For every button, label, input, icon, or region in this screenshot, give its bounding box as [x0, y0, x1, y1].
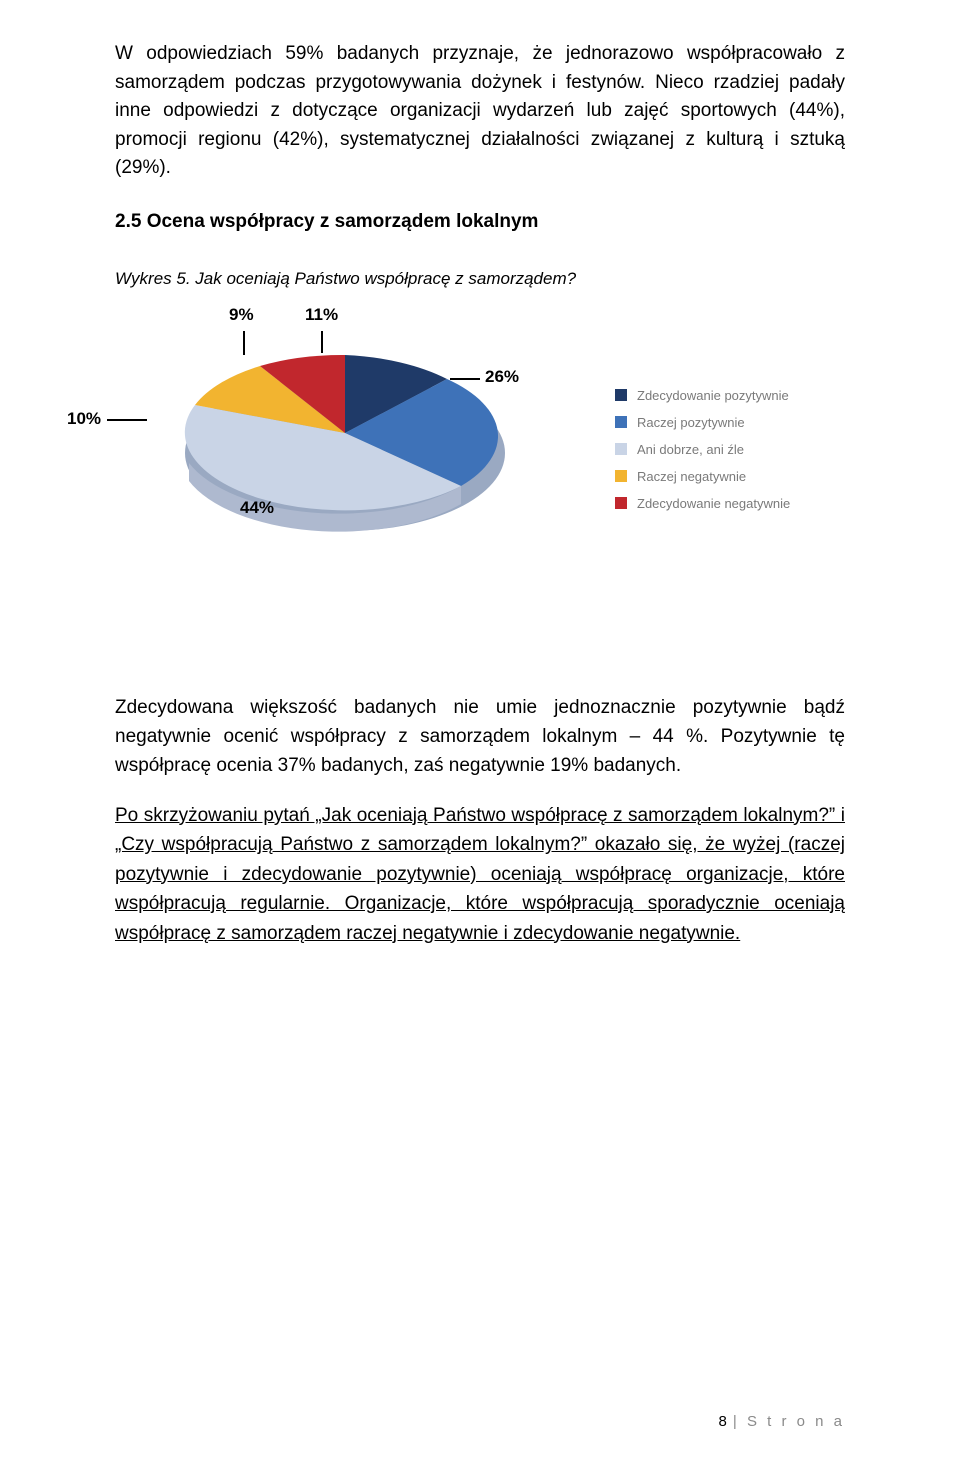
pie-label-44: 44%: [240, 498, 274, 518]
legend-swatch: [615, 389, 627, 401]
legend-swatch: [615, 443, 627, 455]
pie-svg: [155, 323, 535, 553]
legend-item: Raczej pozytywnie: [615, 415, 835, 430]
pie-label-9: 9%: [229, 305, 254, 325]
pie-label-10: 10%: [67, 409, 101, 429]
pie-legend: Zdecydowanie pozytywnie Raczej pozytywni…: [615, 388, 835, 523]
legend-item: Zdecydowanie pozytywnie: [615, 388, 835, 403]
page-footer: 8 | S t r o n a: [719, 1413, 845, 1430]
legend-label: Raczej pozytywnie: [637, 415, 745, 430]
page-number: 8: [719, 1413, 727, 1430]
tick-26: [450, 378, 480, 380]
legend-swatch: [615, 416, 627, 428]
tick-11: [321, 331, 323, 353]
analysis-paragraph-1: Zdecydowana większość badanych nie umie …: [115, 693, 845, 781]
legend-label: Zdecydowanie negatywnie: [637, 496, 790, 511]
pie-area: 11% 9% 26% 44% 10%: [115, 323, 575, 623]
tick-10: [107, 419, 147, 421]
tick-9: [243, 331, 245, 355]
pie-label-11: 11%: [305, 305, 338, 325]
pie-label-26: 26%: [485, 367, 519, 387]
footer-text: | S t r o n a: [733, 1413, 845, 1430]
legend-swatch: [615, 497, 627, 509]
legend-label: Ani dobrze, ani źle: [637, 442, 744, 457]
legend-item: Zdecydowanie negatywnie: [615, 496, 835, 511]
legend-swatch: [615, 470, 627, 482]
legend-item: Ani dobrze, ani źle: [615, 442, 835, 457]
pie-chart: 11% 9% 26% 44% 10% Zdecydowanie pozytywn…: [115, 303, 845, 643]
legend-label: Zdecydowanie pozytywnie: [637, 388, 789, 403]
intro-paragraph: W odpowiedziach 59% badanych przyznaje, …: [115, 40, 845, 183]
figure-caption: Wykres 5. Jak oceniają Państwo współprac…: [115, 269, 845, 289]
legend-item: Raczej negatywnie: [615, 469, 835, 484]
legend-label: Raczej negatywnie: [637, 469, 746, 484]
analysis-paragraph-2-underlined: Po skrzyżowaniu pytań „Jak oceniają Pańs…: [115, 801, 845, 948]
section-heading: 2.5 Ocena współpracy z samorządem lokaln…: [115, 211, 845, 233]
